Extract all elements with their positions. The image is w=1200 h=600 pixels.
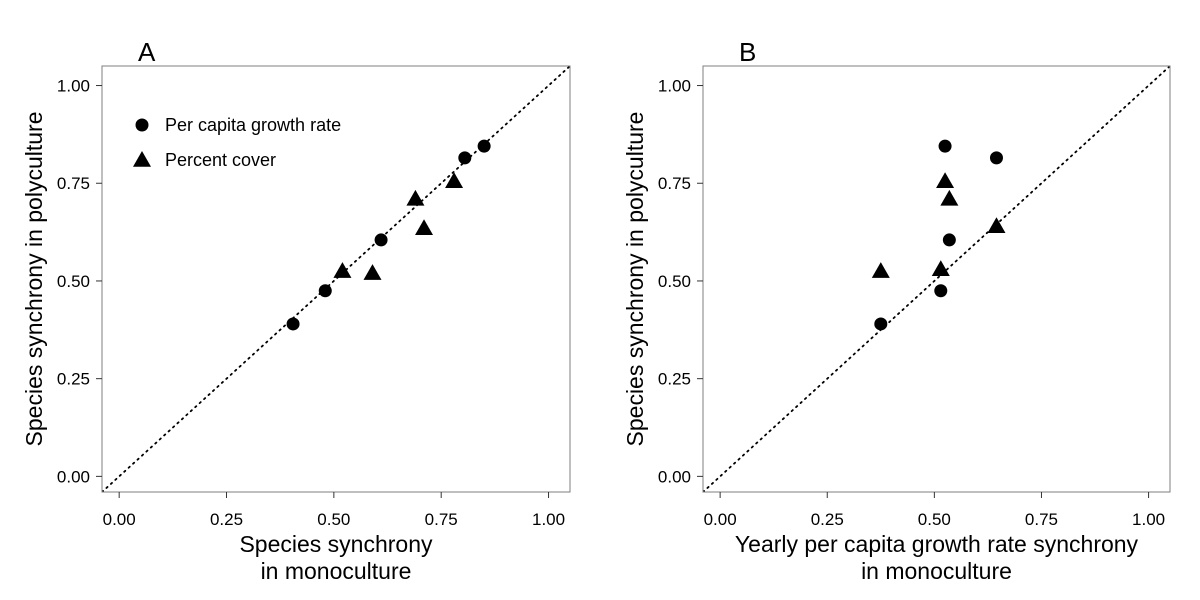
panel-b: B 0.00 0.25 0.50 0.75 1.00 0.00 0.25 0.50 0.75 1.0… [622, 37, 1171, 584]
data-point-triangle [406, 189, 425, 206]
legend-circle-icon [135, 118, 149, 132]
data-point-circle [942, 233, 956, 247]
panel-label: A [138, 37, 156, 67]
data-point-triangle [940, 189, 959, 206]
data-point-triangle [333, 262, 352, 278]
legend-triangle-icon [133, 151, 151, 167]
legend-label: Per capita growth rate [165, 115, 341, 135]
y-axis-title: Species synchrony in polyculture [622, 112, 648, 447]
one-to-one-line [102, 66, 570, 492]
x-tick-label: 0.25 [210, 510, 243, 529]
x-axis-title: in monoculture [261, 558, 412, 584]
x-tick-label: 1.00 [1132, 510, 1165, 529]
legend: Per capita growth rate Percent cover [133, 115, 341, 170]
y-tick-label: 0.00 [658, 467, 691, 486]
x-tick-label: 0.50 [317, 510, 350, 529]
y-tick-label: 0.75 [658, 174, 691, 193]
x-tick-label: 0.50 [918, 510, 951, 529]
y-tick-label: 0.25 [57, 370, 90, 389]
x-tick-label: 0.75 [425, 510, 458, 529]
data-point-circle [874, 317, 888, 331]
y-tick-label: 0.00 [57, 467, 90, 486]
data-point-circle [374, 233, 388, 247]
data-point-circle [286, 317, 300, 331]
x-tick-label: 0.00 [704, 510, 737, 529]
y-tick-label: 0.75 [57, 174, 90, 193]
x-tick-label: 1.00 [532, 510, 565, 529]
y-tick-label: 1.00 [57, 77, 90, 96]
x-tick-label: 0.00 [103, 510, 136, 529]
data-point-triangle [363, 264, 382, 280]
data-point-circle [318, 284, 332, 298]
data-point-triangle [871, 262, 890, 278]
data-point-circle [934, 284, 948, 298]
data-point-circle [477, 139, 491, 153]
data-point-circle [938, 139, 952, 153]
one-to-one-line [703, 66, 1170, 492]
data-point-triangle [445, 172, 464, 189]
plot-border [702, 65, 1171, 493]
data-point-circle [989, 151, 1003, 165]
y-tick-label: 0.50 [57, 272, 90, 291]
x-tick-label: 0.25 [811, 510, 844, 529]
y-tick-label: 0.25 [658, 370, 691, 389]
data-point-circle [458, 151, 472, 165]
data-point-triangle [936, 172, 955, 189]
y-tick-label: 0.50 [658, 272, 691, 291]
y-axis-title: Species synchrony in polyculture [21, 112, 47, 447]
legend-label: Percent cover [165, 150, 276, 170]
plot-border [101, 65, 571, 493]
data-point-triangle [931, 260, 950, 276]
panel-a: A 0.00 0.25 0.50 0.75 1.00 0.00 0.25 0.50 0.75 1.0… [21, 37, 571, 584]
x-axis-title: Yearly per capita growth rate synchrony [735, 531, 1139, 557]
data-point-triangle [415, 219, 434, 235]
data-point-triangle [987, 217, 1006, 233]
x-axis-title: Species synchrony [239, 531, 433, 557]
panel-label: B [739, 37, 756, 67]
y-tick-label: 1.00 [658, 77, 691, 96]
x-axis-title: in monoculture [861, 558, 1012, 584]
x-tick-label: 0.75 [1025, 510, 1058, 529]
